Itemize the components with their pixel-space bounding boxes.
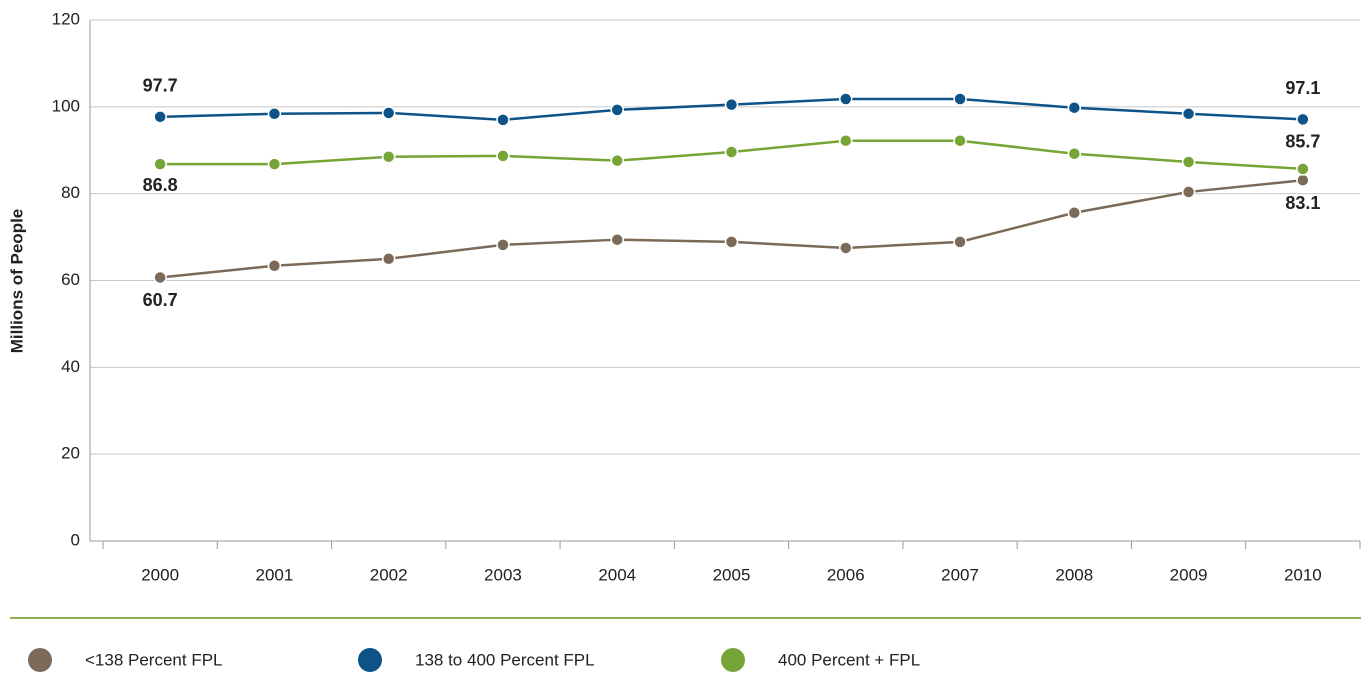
legend-label: <138 Percent FPL [85,650,223,669]
point [153,270,167,285]
point [1296,112,1310,127]
point [953,235,967,249]
point [496,113,510,127]
point [153,157,167,171]
y-tick-label: 100 [52,96,80,115]
point [610,153,624,168]
point [839,92,853,106]
y-tick-label: 40 [61,357,80,376]
point [267,157,282,171]
point [724,235,739,249]
y-tick-label: 120 [52,9,80,28]
x-tick-label: 2004 [598,565,636,584]
point [839,241,853,255]
data-label: 97.1 [1285,78,1320,98]
legend-label: 138 to 400 Percent FPL [415,650,595,669]
point [1067,206,1082,220]
x-tick-label: 2006 [827,565,865,584]
point [1181,185,1196,199]
point [1067,100,1082,115]
y-tick-label: 80 [61,183,80,202]
data-label: 86.8 [143,175,178,195]
data-label: 83.1 [1285,193,1320,213]
data-label: 85.7 [1285,132,1320,152]
legend-marker [721,648,745,672]
point [153,110,167,124]
data-label: 60.7 [143,290,178,310]
y-tick-label: 0 [71,530,80,549]
point [1067,146,1082,161]
point [1181,155,1196,169]
point [496,238,510,252]
x-tick-label: 2009 [1170,565,1208,584]
point [1181,107,1196,121]
y-axis-title: Millions of People [7,209,26,354]
point [1296,173,1310,187]
point [496,149,510,163]
y-tick-label: 20 [61,444,80,463]
point [381,150,396,164]
point [953,133,967,148]
x-tick-label: 2007 [941,565,979,584]
point [839,133,853,148]
point [610,232,624,247]
point [381,106,396,120]
y-tick-label: 60 [61,270,80,289]
x-tick-label: 2001 [255,565,293,584]
point [724,145,739,159]
x-tick-label: 2003 [484,565,522,584]
point [724,97,739,112]
x-tick-label: 2008 [1055,565,1093,584]
point [267,107,282,121]
point [610,103,624,117]
x-tick-label: 2002 [370,565,408,584]
legend-label: 400 Percent + FPL [778,650,920,669]
x-tick-label: 2000 [141,565,179,584]
legend-marker [28,648,52,672]
point [953,92,967,106]
point [381,252,396,266]
legend-marker [358,648,382,672]
series-line [160,178,1303,279]
x-tick-label: 2005 [713,565,751,584]
x-tick-label: 2010 [1284,565,1322,584]
point [267,258,282,273]
point [1296,162,1310,176]
data-label: 97.7 [143,76,178,96]
